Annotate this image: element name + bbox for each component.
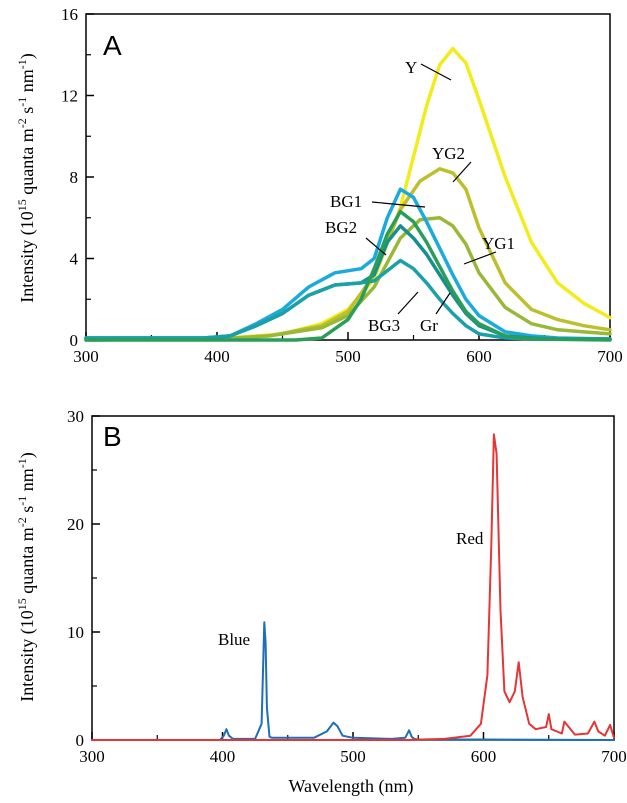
callout-leader-bg2 [365, 237, 387, 256]
chart-panel-b: 300 400 500 600 700 0 10 20 30 Blue Red B Intensi… [15, 407, 627, 797]
y-tick-label: 30 [67, 407, 84, 426]
series-line-blue [91, 621, 615, 741]
y-tick-label: 12 [61, 87, 78, 106]
y-tick-label: 10 [67, 623, 84, 642]
series-callouts: Y YG2 YG1 BG1 BG2 BG3 Gr [325, 58, 515, 335]
series-label-blue: Blue [218, 630, 250, 649]
x-tick-label: 300 [79, 747, 105, 766]
x-tick-label: 300 [73, 347, 99, 366]
series-callouts: Blue Red [218, 529, 484, 649]
callout-leader-bg3 [397, 291, 419, 315]
tick-marks [91, 415, 615, 741]
callout-leader-bg1 [371, 201, 426, 208]
x-tick-label: 500 [340, 747, 366, 766]
panel-label: A [103, 30, 122, 61]
x-tick-label: 600 [471, 747, 497, 766]
y-axis-title: Intensity (1015 quanta m-2 s-1 nm-1) [15, 452, 38, 702]
series-line-red [91, 433, 615, 741]
series-label-bg1: BG1 [330, 192, 362, 211]
y-tick-label: 0 [76, 731, 85, 750]
y-tick-label: 8 [70, 168, 79, 187]
series-label-yg1: YG1 [482, 234, 515, 253]
series-line-bg1 [84, 187, 612, 341]
y-tick-label: 4 [70, 250, 79, 269]
y-tick-label: 20 [67, 515, 84, 534]
series-label-y: Y [405, 58, 417, 77]
series-label-bg2: BG2 [325, 218, 357, 237]
callout-leader-yg1 [463, 251, 497, 265]
tick-labels: 300 400 500 600 700 0 10 20 30 [67, 407, 627, 766]
x-tick-label: 400 [210, 747, 236, 766]
plot-frame [85, 13, 611, 341]
callout-leader-y [420, 63, 452, 81]
y-tick-label: 16 [61, 5, 78, 24]
series-label-bg3: BG3 [368, 316, 400, 335]
series-label-red: Red [456, 529, 484, 548]
x-tick-label: 500 [335, 347, 361, 366]
series-label-gr: Gr [420, 316, 438, 335]
y-tick-label: 0 [70, 331, 79, 350]
series-lines [84, 46, 612, 342]
tick-marks [85, 13, 611, 341]
plot-frame [91, 415, 615, 741]
series-label-yg2: YG2 [432, 144, 465, 163]
y-axis-title: Intensity (1015 quanta m-2 s-1 nm-1) [15, 53, 38, 303]
chart-panel-a: 300 400 500 600 700 0 4 8 12 16 Y YG2 YG1 BG1 BG2 BG3 G… [15, 5, 623, 366]
x-tick-label: 700 [597, 347, 623, 366]
series-line-bg3 [84, 258, 612, 341]
panel-label: B [103, 421, 122, 452]
x-axis-title: Wavelength (nm) [288, 776, 413, 797]
series-lines [91, 433, 615, 741]
x-tick-label: 700 [601, 747, 627, 766]
x-tick-label: 600 [466, 347, 492, 366]
x-tick-label: 400 [204, 347, 230, 366]
tick-labels: 300 400 500 600 700 0 4 8 12 16 [61, 5, 623, 366]
callout-leader-gr [435, 292, 451, 315]
series-line-yg1 [84, 216, 612, 342]
series-line-gr [84, 209, 612, 342]
callout-leader-yg2 [452, 161, 472, 183]
